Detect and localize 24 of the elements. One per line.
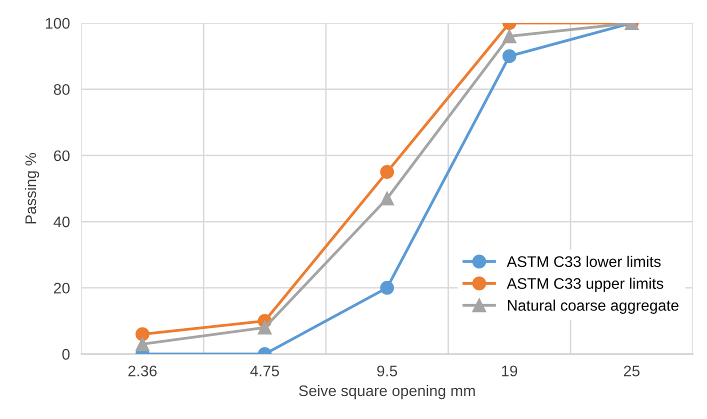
point [380,192,394,206]
y-tick-label: 20 [54,282,70,294]
legend-label: ASTM C33 upper limits [506,278,664,292]
x-tick-label: 19 [502,366,518,376]
point [258,320,272,335]
x-tick-label: 4.75 [250,366,279,376]
point [502,29,516,44]
y-tick-label: 80 [54,84,70,95]
legend-label: Natural coarse aggregate [508,300,678,314]
point [502,49,516,64]
x-axis-title: Seive square opening mm [299,384,475,400]
legend-label: ASTM C33 lower limits [506,256,661,268]
point [136,327,150,342]
y-tick-label: 0 [62,348,70,360]
x-tick-label: 9.5 [377,366,398,376]
point [136,337,150,352]
point [380,280,394,295]
x-tick-label: 2.36 [128,366,157,376]
x-tick-label: 25 [624,366,640,376]
y-tick-label: 100 [46,18,70,29]
y-tick-label: 60 [54,150,70,162]
y-axis-title: Passing % [24,153,40,224]
point [380,165,394,179]
y-tick-label: 40 [54,216,70,228]
